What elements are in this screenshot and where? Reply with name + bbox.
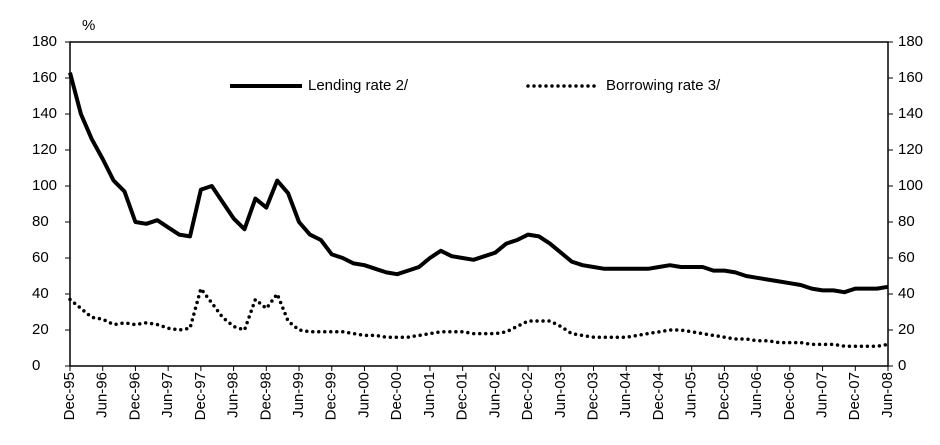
y2-tick-label: 0 bbox=[898, 357, 906, 374]
y2-tick-label: 40 bbox=[898, 285, 915, 302]
x-tick-label: Jun-08 bbox=[879, 372, 896, 418]
x-tick-label: Dec-05 bbox=[715, 372, 732, 420]
plot-frame bbox=[69, 41, 889, 367]
x-tick-label: Jun-05 bbox=[683, 372, 700, 418]
y-tick-label: 80 bbox=[32, 213, 49, 230]
y-tick-label: 0 bbox=[32, 357, 40, 374]
x-tick-label: Dec-02 bbox=[519, 372, 536, 420]
x-tick-label: Jun-98 bbox=[225, 372, 242, 418]
line-series bbox=[68, 286, 890, 348]
y-tick-label: 20 bbox=[32, 321, 49, 338]
x-tick-label: Dec-03 bbox=[584, 372, 601, 420]
y2-tick-label: 60 bbox=[898, 249, 915, 266]
line-series bbox=[68, 72, 889, 295]
y-tick-label: 60 bbox=[32, 249, 49, 266]
x-tick-label: Jun-01 bbox=[421, 372, 438, 418]
x-tick-label: Jun-00 bbox=[355, 372, 372, 418]
x-tick-label: Dec-95 bbox=[61, 372, 78, 420]
x-tick-label: Jun-07 bbox=[814, 372, 831, 418]
x-tick-label: Dec-06 bbox=[781, 372, 798, 420]
x-tick-label: Dec-01 bbox=[454, 372, 471, 420]
x-tick-label: Dec-97 bbox=[192, 372, 209, 420]
y2-tick-label: 80 bbox=[898, 213, 915, 230]
x-tick-label: Dec-00 bbox=[388, 372, 405, 420]
x-tick-label: Jun-03 bbox=[552, 372, 569, 418]
x-tick-label: Dec-04 bbox=[650, 372, 667, 420]
y2-tick-label: 180 bbox=[898, 33, 923, 50]
y2-tick-label: 20 bbox=[898, 321, 915, 338]
y-tick-label: 180 bbox=[32, 33, 57, 50]
y-tick-label: 120 bbox=[32, 141, 57, 158]
y2-tick-label: 140 bbox=[898, 105, 923, 122]
x-tick-label: Jun-04 bbox=[617, 372, 634, 418]
y-tick-label: 100 bbox=[32, 177, 57, 194]
legend-label: Lending rate 2/ bbox=[308, 77, 409, 94]
y-tick-label: 40 bbox=[32, 285, 49, 302]
y2-tick-label: 160 bbox=[898, 69, 923, 86]
x-tick-label: Jun-96 bbox=[94, 372, 111, 418]
x-tick-label: Jun-97 bbox=[159, 372, 176, 418]
y-tick-label: 140 bbox=[32, 105, 57, 122]
x-tick-label: Dec-99 bbox=[323, 372, 340, 420]
y-axis-unit: % bbox=[82, 17, 95, 34]
x-tick-label: Dec-96 bbox=[126, 372, 143, 420]
x-tick-label: Dec-98 bbox=[257, 372, 274, 420]
x-tick-label: Jun-99 bbox=[290, 372, 307, 418]
legend-label: Borrowing rate 3/ bbox=[606, 77, 721, 94]
y2-tick-label: 100 bbox=[898, 177, 923, 194]
y2-tick-label: 120 bbox=[898, 141, 923, 158]
x-tick-label: Jun-02 bbox=[486, 372, 503, 418]
y-tick-label: 160 bbox=[32, 69, 57, 86]
x-tick-label: Dec-07 bbox=[846, 372, 863, 420]
x-tick-label: Jun-06 bbox=[748, 372, 765, 418]
